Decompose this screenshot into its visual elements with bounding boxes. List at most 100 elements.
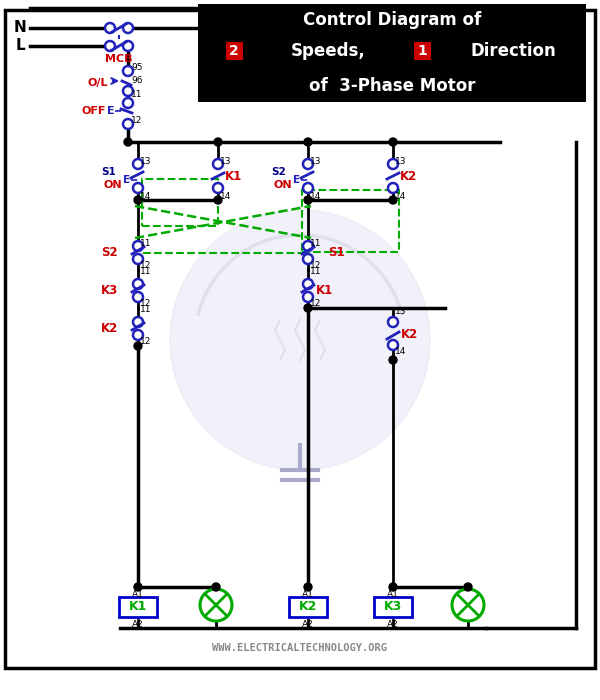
Circle shape [123,119,133,129]
Text: O/L: O/L [88,78,108,88]
Circle shape [133,330,143,340]
Bar [119,597,157,617]
Bar [414,42,431,60]
Circle shape [200,589,232,621]
Text: Speeds,: Speeds, [290,42,365,60]
Circle shape [133,183,143,193]
Text: 11: 11 [310,267,322,276]
Circle shape [170,210,430,470]
Circle shape [133,241,143,251]
Circle shape [304,304,312,312]
Text: 12: 12 [131,116,142,125]
Text: 11: 11 [310,239,322,248]
Circle shape [133,292,143,302]
Text: E: E [107,106,115,116]
Text: N: N [14,20,26,36]
Text: 14: 14 [395,192,406,201]
Text: S2: S2 [101,246,118,258]
Circle shape [214,196,222,204]
Bar [226,42,243,60]
Text: 12: 12 [140,337,151,346]
Text: 11: 11 [131,90,143,99]
Text: 12: 12 [140,261,151,270]
Circle shape [105,41,115,51]
Text: K2: K2 [401,328,418,342]
Circle shape [304,583,312,591]
Circle shape [303,159,313,169]
Text: 14: 14 [395,347,406,356]
Text: OFF: OFF [82,106,106,116]
Text: 2: 2 [229,44,239,58]
Circle shape [303,183,313,193]
Circle shape [304,196,312,204]
Text: 13: 13 [395,307,407,316]
Text: K1: K1 [316,284,333,297]
Text: 13: 13 [140,157,151,166]
Text: A2: A2 [302,620,314,629]
Text: of  3-Phase Motor: of 3-Phase Motor [309,77,475,95]
Circle shape [134,196,142,204]
Text: 13: 13 [220,157,232,166]
Text: 12: 12 [140,299,151,308]
Text: K2: K2 [101,321,118,335]
Circle shape [388,183,398,193]
Bar [289,597,327,617]
Text: 12: 12 [310,299,322,308]
Circle shape [388,159,398,169]
Circle shape [133,279,143,289]
Text: S1: S1 [101,167,116,177]
Circle shape [214,138,222,146]
Text: Direction: Direction [470,42,556,60]
Circle shape [133,317,143,327]
Text: A1: A1 [132,590,144,599]
Text: E: E [293,175,301,185]
Text: A1: A1 [387,590,399,599]
Circle shape [124,138,132,146]
Text: 96: 96 [131,76,143,85]
Text: A2: A2 [387,620,399,629]
Text: 11: 11 [140,239,151,248]
Circle shape [123,98,133,108]
Circle shape [123,86,133,96]
Bar [142,179,218,226]
Text: 14: 14 [310,192,322,201]
Text: K3: K3 [101,284,118,297]
Circle shape [133,254,143,264]
Circle shape [389,138,397,146]
Text: 14: 14 [220,192,232,201]
Circle shape [134,342,142,350]
Bar [198,4,586,102]
Text: 11: 11 [140,305,151,314]
Circle shape [303,241,313,251]
Circle shape [452,589,484,621]
Text: 1: 1 [417,44,427,58]
Bar [302,190,399,252]
Text: A1: A1 [302,590,314,599]
Circle shape [123,66,133,76]
Bar [374,597,412,617]
Text: 11: 11 [140,267,151,276]
Text: K1: K1 [225,169,242,183]
Text: S2: S2 [272,167,286,177]
Text: Control Diagram of: Control Diagram of [303,11,481,29]
Circle shape [464,583,472,591]
Text: ON: ON [274,180,292,190]
Text: S1: S1 [328,246,344,258]
Circle shape [389,583,397,591]
Text: 95: 95 [131,63,143,72]
Circle shape [303,292,313,302]
Text: K1: K1 [129,601,147,613]
Circle shape [212,583,220,591]
Circle shape [123,23,133,33]
Text: A2: A2 [132,620,144,629]
Circle shape [389,356,397,364]
Text: 13: 13 [310,157,322,166]
Circle shape [389,196,397,204]
Text: L: L [15,38,25,53]
Circle shape [388,317,398,327]
Text: WWW.ELECTRICALTECHNOLOGY.ORG: WWW.ELECTRICALTECHNOLOGY.ORG [212,643,388,653]
Circle shape [133,159,143,169]
Circle shape [213,183,223,193]
Circle shape [303,279,313,289]
Text: K3: K3 [384,601,402,613]
